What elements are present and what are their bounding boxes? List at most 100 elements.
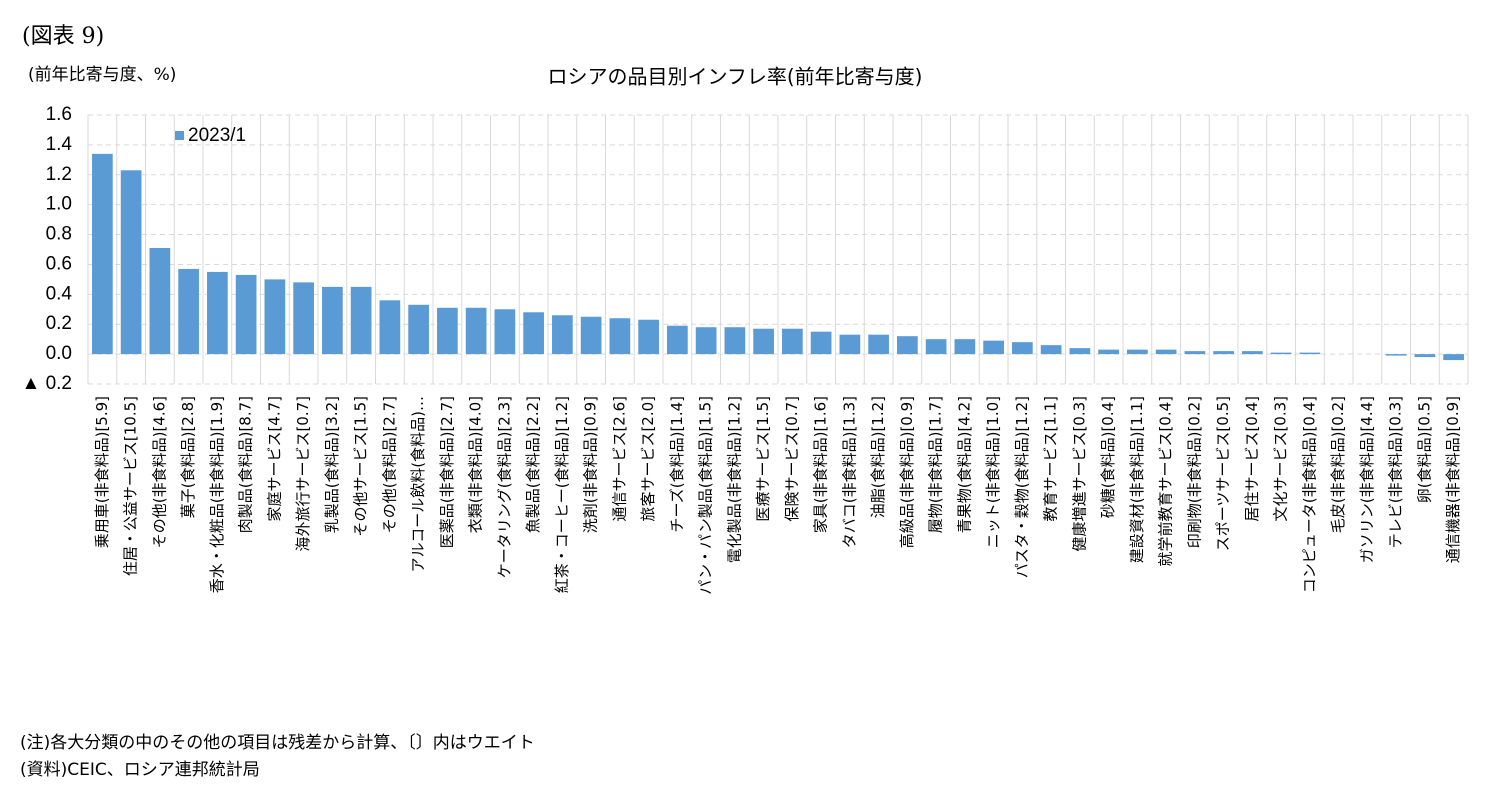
legend-label: 2023/1 bbox=[188, 125, 246, 146]
bar bbox=[954, 339, 976, 355]
bar bbox=[207, 271, 228, 355]
bar bbox=[1184, 351, 1206, 355]
x-tick-label: 洗剤(非食料品)[0.9] bbox=[582, 396, 600, 533]
x-tick-label: その他(非食料品)[4.6] bbox=[150, 396, 168, 548]
x-tick-label: 通信サービス[2.6] bbox=[610, 396, 628, 522]
bar bbox=[868, 334, 889, 355]
bar bbox=[1414, 354, 1436, 358]
x-tick-label: パン・パン製品(食料品)[1.5] bbox=[697, 396, 715, 595]
y-tick-label: ▲ 0.2 bbox=[22, 373, 73, 394]
bar bbox=[264, 279, 286, 355]
x-tick-label: 旅客サービス[2.0] bbox=[639, 396, 657, 522]
bar bbox=[92, 153, 113, 355]
x-tick-label: ガソリン(非食料品)[4.4] bbox=[1358, 396, 1376, 563]
x-tick-label: 高級品(非食料品)[0.9] bbox=[898, 396, 916, 548]
legend-swatch bbox=[175, 131, 184, 140]
bar bbox=[782, 328, 803, 355]
x-tick-label: 履物(非食料品)[1.7] bbox=[927, 396, 945, 533]
bar bbox=[839, 334, 861, 355]
x-tick-label: 家庭サービス[4.7] bbox=[265, 396, 283, 522]
x-tick-label: パスタ・穀物(食料品)[1.2] bbox=[1013, 396, 1031, 578]
x-tick-label: ニット(非食料品)[1.0] bbox=[984, 396, 1002, 548]
bar bbox=[322, 286, 343, 355]
bar bbox=[408, 304, 429, 355]
y-tick-label: 0.8 bbox=[46, 224, 72, 245]
x-tick-label: 油脂(食料品)[1.2] bbox=[869, 396, 887, 518]
x-tick-label: 教育サービス[1.1] bbox=[1042, 396, 1060, 522]
x-tick-label: 紅茶・コーヒー(食料品)[1.2] bbox=[553, 396, 571, 593]
x-tick-label: 砂糖(食料品)[0.4] bbox=[1099, 396, 1117, 518]
x-tick-label: 海外旅行サービス[0.7] bbox=[294, 396, 312, 552]
x-tick-label: タバコ(非食料品)[1.3] bbox=[840, 396, 858, 548]
y-axis-label: (前年比寄与度、%) bbox=[28, 65, 176, 85]
x-tick-label: 就学前教育サービス[0.4] bbox=[1157, 396, 1175, 567]
bar bbox=[1385, 354, 1407, 356]
y-tick-label: 1.2 bbox=[46, 164, 72, 185]
bar bbox=[724, 327, 746, 355]
bar bbox=[695, 327, 717, 355]
x-tick-label: 医療サービス[1.5] bbox=[754, 396, 772, 522]
x-tick-label: 文化サービス[0.3] bbox=[1272, 396, 1290, 522]
y-tick-label: 1.0 bbox=[46, 194, 72, 215]
bar bbox=[1213, 351, 1234, 355]
bar bbox=[1155, 349, 1177, 355]
x-tick-label: コンピュータ(非食料品)[0.4] bbox=[1300, 396, 1318, 593]
bar bbox=[1127, 349, 1148, 355]
bar bbox=[580, 316, 602, 355]
bar bbox=[465, 307, 487, 355]
x-tick-label: 建設資材(非食料品)[1.1] bbox=[1128, 396, 1146, 563]
x-tick-label: 魚製品(食料品)[2.2] bbox=[524, 396, 542, 533]
x-tick-label: 乳製品(食料品)[3.2] bbox=[323, 396, 341, 533]
bar bbox=[1040, 345, 1062, 355]
bar bbox=[235, 274, 257, 355]
bar bbox=[350, 286, 372, 355]
x-tick-label: 家具(非食料品)[1.6] bbox=[812, 396, 830, 533]
bar bbox=[609, 318, 631, 355]
y-tick-label: 0.4 bbox=[46, 283, 73, 304]
bar bbox=[925, 339, 947, 355]
x-tick-label: その他(食料品)[2.7] bbox=[380, 396, 398, 533]
x-tick-label: 青果物(食料品)[4.2] bbox=[955, 396, 973, 533]
y-tick-label: 0.0 bbox=[46, 343, 72, 364]
x-tick-label: 菓子(食料品)[2.8] bbox=[179, 396, 197, 518]
x-tick-label: 住居・公益サービス[10.5] bbox=[122, 396, 140, 576]
bar bbox=[1012, 342, 1033, 355]
bar bbox=[120, 170, 142, 355]
bar bbox=[897, 336, 918, 355]
y-tick-label: 0.2 bbox=[46, 313, 72, 334]
bar bbox=[667, 325, 688, 355]
x-tick-label: 毛皮(非食料品)[0.2] bbox=[1329, 396, 1347, 533]
x-tick-label: 乗用車(非食料品)[5.9] bbox=[93, 396, 111, 548]
bar bbox=[1299, 352, 1321, 355]
bar bbox=[753, 328, 774, 355]
x-tick-label: 保険サービス[0.7] bbox=[783, 396, 801, 522]
bar bbox=[552, 315, 573, 355]
x-tick-label: 居住サービス[0.4] bbox=[1243, 396, 1261, 522]
bar bbox=[1270, 352, 1292, 355]
x-tick-label: 通信機器(非食料品)[0.9] bbox=[1444, 396, 1462, 563]
bar bbox=[149, 248, 171, 355]
figure-label: (図表 9) bbox=[22, 24, 104, 49]
x-tick-label: テレビ(非食料品)[0.3] bbox=[1387, 396, 1405, 548]
bar bbox=[523, 312, 544, 355]
y-tick-label: 1.6 bbox=[46, 104, 72, 125]
x-tick-label: 肉製品(食料品)[8.7] bbox=[237, 396, 255, 533]
x-tick-label: アルコール飲料(食料品)… bbox=[409, 396, 427, 572]
source: (資料)CEIC、ロシア連邦統計局 bbox=[20, 760, 260, 780]
bar bbox=[293, 282, 314, 355]
x-tick-label: 健康増進サービス[0.3] bbox=[1070, 396, 1088, 552]
x-tick-label: チーズ(食料品)[1.4] bbox=[668, 396, 686, 533]
bar bbox=[379, 300, 401, 355]
bar bbox=[1098, 349, 1119, 355]
bar bbox=[178, 268, 199, 355]
bar bbox=[1242, 351, 1263, 355]
y-tick-label: 0.6 bbox=[46, 253, 72, 274]
x-tick-label: 卵(食料品)[0.5] bbox=[1415, 396, 1433, 503]
x-tick-label: 衣類(非食料品)[4.0] bbox=[467, 396, 485, 533]
bar bbox=[1443, 354, 1464, 361]
x-tick-label: その他サービス[1.5] bbox=[352, 396, 370, 537]
bar bbox=[983, 340, 1004, 355]
x-tick-label: ケータリング(食料品)[2.3] bbox=[495, 396, 513, 578]
